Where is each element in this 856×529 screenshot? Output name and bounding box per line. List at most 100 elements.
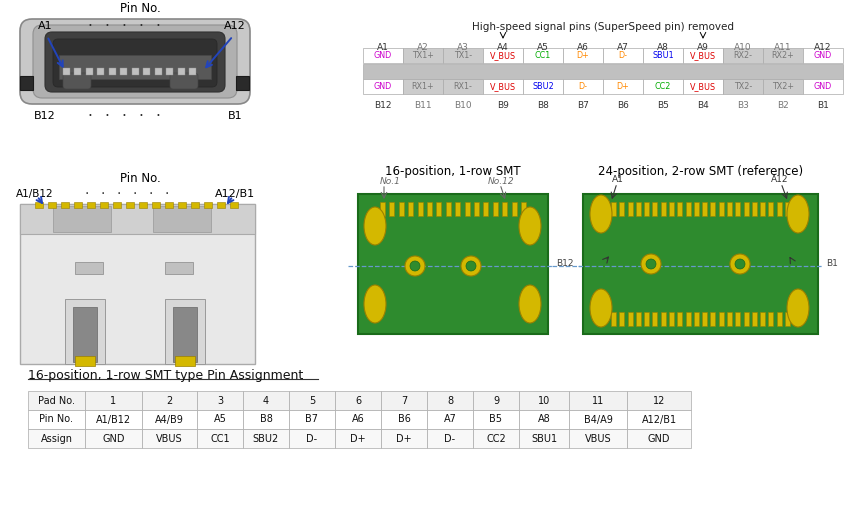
Bar <box>661 202 666 216</box>
Bar <box>735 202 740 216</box>
FancyBboxPatch shape <box>20 19 250 104</box>
Text: High-speed signal pins (SuperSpeed pin) removed: High-speed signal pins (SuperSpeed pin) … <box>472 22 734 32</box>
Bar <box>197 429 243 448</box>
Circle shape <box>646 259 656 269</box>
Bar <box>173 307 197 362</box>
Bar <box>752 312 757 326</box>
Bar <box>427 410 473 429</box>
Bar <box>65 299 105 364</box>
Text: A12: A12 <box>814 42 832 51</box>
Text: A1/B12: A1/B12 <box>16 189 54 199</box>
Bar <box>20 76 33 90</box>
Bar <box>652 312 657 326</box>
Text: SBU2: SBU2 <box>532 82 554 91</box>
Bar <box>380 202 385 216</box>
Bar <box>243 391 289 410</box>
Text: RX2+: RX2+ <box>771 51 794 60</box>
Bar <box>569 410 627 429</box>
Bar <box>132 68 139 75</box>
Bar <box>191 202 199 208</box>
Text: A4: A4 <box>497 42 508 51</box>
Bar <box>437 202 442 216</box>
FancyBboxPatch shape <box>45 32 225 92</box>
Bar <box>521 202 526 216</box>
Circle shape <box>405 256 425 276</box>
Bar <box>289 410 335 429</box>
Bar <box>744 312 748 326</box>
Bar <box>59 55 211 79</box>
Bar <box>197 391 243 410</box>
Text: A8: A8 <box>657 42 669 51</box>
Bar <box>694 312 698 326</box>
Bar <box>165 299 205 364</box>
Bar <box>142 429 197 448</box>
Text: ·: · <box>104 108 110 123</box>
Text: A5: A5 <box>537 42 549 51</box>
Text: A5: A5 <box>213 415 227 424</box>
Bar <box>53 206 111 232</box>
Text: GND: GND <box>814 51 832 60</box>
Bar <box>403 79 443 94</box>
Text: ·: · <box>122 108 127 123</box>
Bar <box>144 68 151 75</box>
Ellipse shape <box>364 285 386 323</box>
Text: B12: B12 <box>34 111 56 121</box>
Bar <box>85 429 142 448</box>
Circle shape <box>466 261 476 271</box>
Bar <box>803 79 843 94</box>
Text: 10: 10 <box>538 396 550 406</box>
Text: B1: B1 <box>826 260 838 269</box>
Bar <box>627 312 633 326</box>
Text: ·: · <box>122 19 127 33</box>
Text: Pin No.: Pin No. <box>120 172 160 186</box>
Text: ·: · <box>87 108 92 123</box>
Bar <box>484 202 489 216</box>
Text: 3: 3 <box>217 396 223 406</box>
Circle shape <box>410 261 420 271</box>
Bar <box>189 68 197 75</box>
Text: Assign: Assign <box>40 433 73 443</box>
Bar <box>178 202 186 208</box>
Text: RX2-: RX2- <box>734 51 752 60</box>
Bar <box>776 312 782 326</box>
Text: B6: B6 <box>397 415 410 424</box>
Bar <box>483 79 523 94</box>
Bar <box>763 79 803 94</box>
Bar <box>243 410 289 429</box>
Text: V_BUS: V_BUS <box>690 51 716 60</box>
Bar <box>335 391 381 410</box>
Bar <box>427 202 432 216</box>
Bar <box>661 312 666 326</box>
Bar <box>643 48 683 63</box>
Bar <box>230 202 238 208</box>
Bar <box>204 202 212 208</box>
Bar <box>702 202 707 216</box>
Bar <box>126 202 134 208</box>
Text: 6: 6 <box>355 396 361 406</box>
Bar <box>142 391 197 410</box>
Text: 1: 1 <box>110 396 116 406</box>
Bar <box>785 312 790 326</box>
Bar <box>165 202 173 208</box>
Text: A12/B1: A12/B1 <box>215 189 255 199</box>
Bar <box>702 312 707 326</box>
Text: ·: · <box>101 187 105 201</box>
Text: A1: A1 <box>38 21 52 31</box>
Bar <box>446 202 451 216</box>
Text: Pin No.: Pin No. <box>39 415 74 424</box>
Bar <box>85 391 142 410</box>
Text: B8: B8 <box>259 415 272 424</box>
Bar <box>74 68 81 75</box>
Text: 12: 12 <box>653 396 665 406</box>
Text: D+: D+ <box>350 433 366 443</box>
Bar <box>493 202 498 216</box>
Text: ·: · <box>139 108 144 123</box>
Text: GND: GND <box>374 51 392 60</box>
Bar <box>139 202 147 208</box>
Bar <box>28 429 85 448</box>
Bar <box>381 429 427 448</box>
Bar <box>502 202 508 216</box>
Text: ·: · <box>149 187 153 201</box>
Ellipse shape <box>590 195 612 233</box>
Ellipse shape <box>519 207 541 245</box>
